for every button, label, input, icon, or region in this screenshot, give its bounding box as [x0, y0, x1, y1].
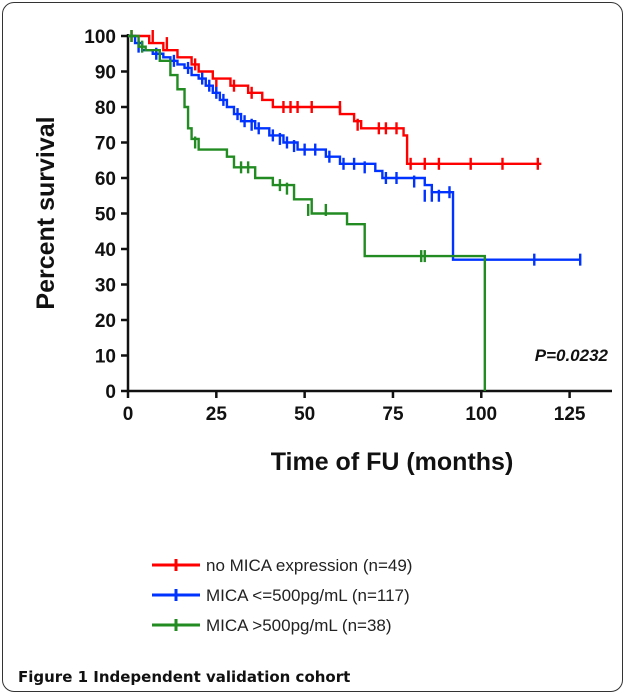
y-tick-label: 100 — [84, 27, 116, 48]
survival-curve — [128, 34, 581, 261]
legend-item: no MICA expression (n=49) — [152, 556, 412, 575]
y-ticks: 0 10 20 30 40 50 60 70 80 90 100 — [84, 27, 128, 403]
y-tick-label: 60 — [95, 169, 116, 190]
x-tick-label: 50 — [294, 404, 315, 425]
series-layer — [128, 30, 582, 391]
y-tick-label: 10 — [95, 347, 116, 368]
figure-caption: Figure 1 Independent validation cohort — [18, 668, 351, 686]
x-tick-label: 125 — [554, 404, 586, 425]
survival-curve — [128, 34, 542, 165]
y-tick-label: 40 — [95, 240, 116, 261]
y-axis: 0 10 20 30 40 50 60 70 80 90 100 — [84, 27, 130, 403]
legend-label: MICA <=500pg/mL (n=117) — [206, 586, 410, 605]
y-tick-label: 0 — [105, 382, 116, 403]
series-3 — [128, 30, 487, 391]
legend: no MICA expression (n=49) MICA <=500pg/mL… — [152, 556, 412, 635]
legend-label: no MICA expression (n=49) — [206, 556, 412, 575]
series-2 — [128, 34, 582, 266]
y-tick-label: 70 — [95, 134, 116, 155]
x-tick-label: 100 — [465, 404, 497, 425]
y-tick-label: 30 — [95, 276, 116, 297]
legend-label: MICA >500pg/mL (n=38) — [206, 616, 392, 635]
x-ticks: 0 25 50 75 100 125 — [123, 391, 586, 425]
p-value-annotation: P=0.0232 — [535, 346, 609, 365]
x-tick-label: 0 — [123, 404, 134, 425]
x-tick-label: 75 — [382, 404, 404, 425]
y-tick-label: 50 — [95, 205, 116, 226]
x-axis-title: Time of FU (months) — [271, 448, 514, 476]
y-tick-label: 20 — [95, 311, 116, 332]
y-tick-label: 80 — [95, 98, 116, 119]
y-axis-title: Percent survival — [32, 116, 60, 309]
x-axis: 0 25 50 75 100 125 — [123, 389, 612, 425]
legend-item: MICA >500pg/mL (n=38) — [152, 616, 392, 635]
series-1 — [128, 30, 542, 170]
survival-curve — [128, 34, 487, 391]
x-tick-label: 25 — [206, 404, 228, 425]
y-tick-label: 90 — [95, 63, 116, 84]
legend-item: MICA <=500pg/mL (n=117) — [152, 586, 410, 605]
